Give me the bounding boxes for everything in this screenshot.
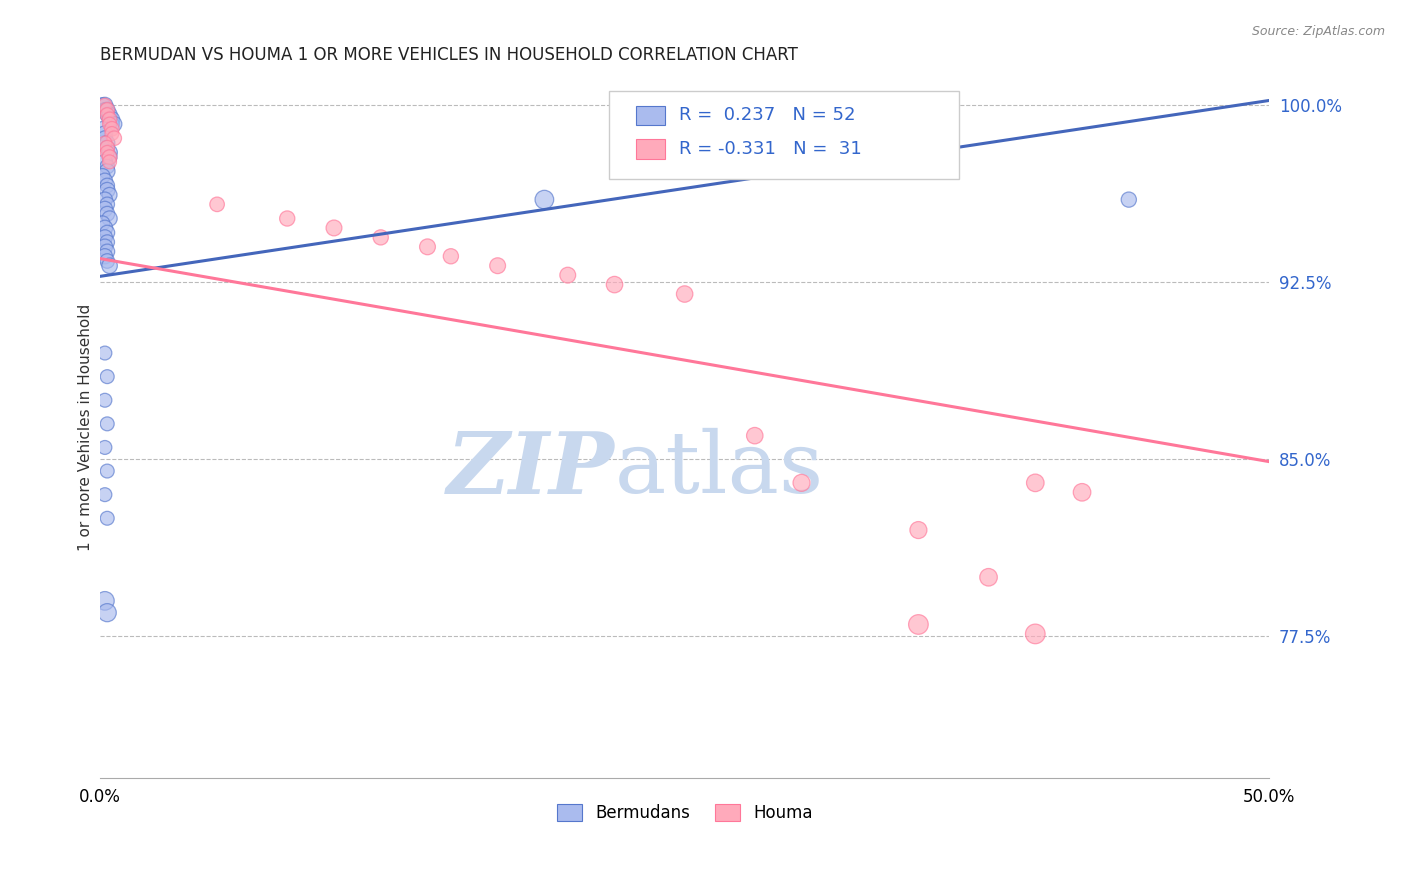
Point xyxy=(96,141,118,155)
Point xyxy=(96,160,118,174)
Legend: Bermudans, Houma: Bermudans, Houma xyxy=(550,797,820,830)
Point xyxy=(96,244,118,259)
Point xyxy=(94,240,117,254)
Point xyxy=(96,369,118,384)
Point xyxy=(94,154,117,169)
Point xyxy=(98,259,121,273)
Point xyxy=(96,254,118,268)
Point xyxy=(205,197,228,211)
Point xyxy=(96,511,118,525)
Point xyxy=(533,193,555,207)
Point xyxy=(98,108,121,122)
Point xyxy=(96,417,118,431)
Point xyxy=(94,441,117,455)
Point xyxy=(94,202,117,216)
Point xyxy=(94,221,117,235)
Point xyxy=(96,108,118,122)
Point xyxy=(98,187,121,202)
Point xyxy=(98,211,121,226)
Point xyxy=(370,230,392,244)
Point xyxy=(103,131,125,145)
Point xyxy=(94,393,117,408)
Point xyxy=(416,240,439,254)
Point xyxy=(98,145,121,160)
Point xyxy=(96,145,118,160)
Point xyxy=(1118,193,1140,207)
Point xyxy=(91,169,114,183)
Point xyxy=(276,211,298,226)
Point xyxy=(98,112,121,127)
Point xyxy=(94,98,117,112)
Point xyxy=(96,103,118,117)
Point xyxy=(94,127,117,141)
Point xyxy=(98,154,121,169)
Point xyxy=(103,117,125,131)
Text: BERMUDAN VS HOUMA 1 OR MORE VEHICLES IN HOUSEHOLD CORRELATION CHART: BERMUDAN VS HOUMA 1 OR MORE VEHICLES IN … xyxy=(100,46,799,64)
Point xyxy=(1071,485,1094,500)
Point xyxy=(96,136,118,150)
Point xyxy=(96,108,118,122)
Point xyxy=(673,287,696,301)
Point xyxy=(101,112,124,127)
Point xyxy=(790,475,813,490)
FancyBboxPatch shape xyxy=(636,139,665,159)
Point xyxy=(96,226,118,240)
Point xyxy=(101,117,124,131)
Point xyxy=(323,221,346,235)
FancyBboxPatch shape xyxy=(636,105,665,125)
Point xyxy=(94,594,117,608)
Point xyxy=(744,428,766,442)
Point xyxy=(96,183,118,197)
Point xyxy=(96,464,118,478)
Point xyxy=(557,268,579,282)
Text: R =  0.237   N = 52: R = 0.237 N = 52 xyxy=(679,106,855,125)
Point xyxy=(98,150,121,164)
Point xyxy=(94,249,117,263)
Point xyxy=(96,103,118,117)
Point xyxy=(91,216,114,230)
Point xyxy=(96,197,118,211)
Point xyxy=(94,193,117,207)
Point xyxy=(977,570,1000,584)
Point xyxy=(94,488,117,502)
Point xyxy=(907,617,929,632)
Point xyxy=(1024,475,1046,490)
Point xyxy=(91,98,114,112)
Point xyxy=(96,606,118,620)
Point xyxy=(1024,627,1046,641)
Point xyxy=(94,346,117,360)
Point xyxy=(96,164,118,178)
Point xyxy=(486,259,509,273)
Point xyxy=(94,136,117,150)
Point xyxy=(94,174,117,188)
Point xyxy=(96,207,118,221)
Text: ZIP: ZIP xyxy=(447,427,614,511)
Point xyxy=(440,249,463,263)
Point xyxy=(94,230,117,244)
Point xyxy=(101,127,124,141)
Point xyxy=(91,121,114,136)
Point xyxy=(94,98,117,112)
Point xyxy=(98,150,121,164)
Point xyxy=(101,121,124,136)
Point xyxy=(98,112,121,127)
Text: atlas: atlas xyxy=(614,428,824,511)
Y-axis label: 1 or more Vehicles in Household: 1 or more Vehicles in Household xyxy=(79,304,93,551)
Point xyxy=(98,117,121,131)
Point xyxy=(94,103,117,117)
Point xyxy=(603,277,626,292)
Point xyxy=(907,523,929,537)
Point xyxy=(94,131,117,145)
Point xyxy=(96,141,118,155)
Point xyxy=(96,178,118,193)
FancyBboxPatch shape xyxy=(609,91,959,178)
Text: R = -0.331   N =  31: R = -0.331 N = 31 xyxy=(679,140,862,158)
Point xyxy=(96,235,118,249)
Text: Source: ZipAtlas.com: Source: ZipAtlas.com xyxy=(1251,25,1385,38)
